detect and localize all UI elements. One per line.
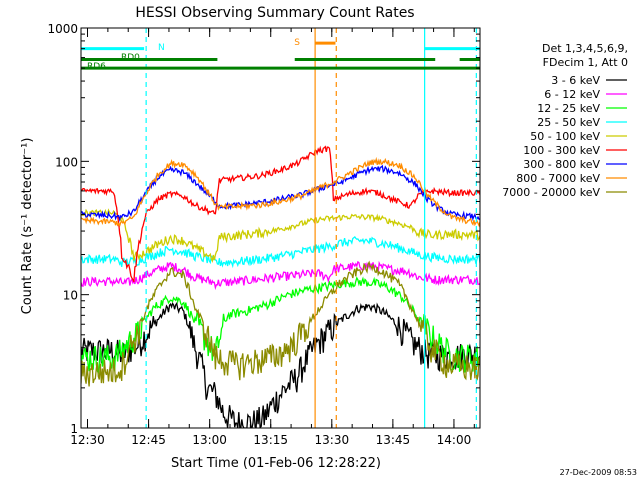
- series-line-300-800keV: [81, 166, 480, 220]
- legend-label: 300 - 800 keV: [523, 158, 600, 171]
- legend-label: 3 - 6 keV: [551, 74, 600, 87]
- legend-header-1: Det 1,3,4,5,6,9,: [542, 42, 628, 55]
- flag-label-n: N: [158, 43, 165, 53]
- y-tick-label: 100: [55, 155, 78, 169]
- legend-label: 7000 - 20000 keV: [502, 186, 600, 199]
- count-rate-chart: HESSI Observing Summary Count Rates Star…: [0, 0, 640, 480]
- timestamp-footer: 27-Dec-2009 08:53: [560, 468, 637, 477]
- flag-label-s: S: [294, 38, 300, 48]
- y-axis-label: Count Rate (s⁻¹ detector⁻¹): [20, 138, 35, 315]
- legend-header-2: FDecim 1, Att 0: [543, 56, 628, 69]
- x-tick-label: 14:00: [437, 433, 472, 447]
- y-tick-label: 1000: [47, 22, 78, 36]
- flag-label-rd6: RD6: [87, 62, 106, 72]
- y-tick-label: 10: [63, 289, 78, 303]
- legend-label: 100 - 300 keV: [523, 144, 600, 157]
- legend-label: 12 - 25 keV: [537, 102, 600, 115]
- x-tick-label: 12:30: [70, 433, 105, 447]
- x-axis-label: Start Time (01-Feb-06 12:28:22): [171, 456, 381, 471]
- legend-label: 50 - 100 keV: [530, 130, 600, 143]
- legend: Det 1,3,4,5,6,9, FDecim 1, Att 0 3 - 6 k…: [502, 42, 628, 199]
- x-tick-label: 13:30: [315, 433, 350, 447]
- x-tick-label: 12:45: [131, 433, 166, 447]
- legend-label: 6 - 12 keV: [544, 88, 600, 101]
- flag-label-rd0: RD0: [121, 53, 140, 63]
- legend-label: 800 - 7000 keV: [516, 172, 600, 185]
- x-tick-label: 13:15: [253, 433, 288, 447]
- plot-frame: [81, 28, 480, 428]
- x-tick-label: 13:45: [376, 433, 411, 447]
- x-tick-label: 13:00: [192, 433, 227, 447]
- series-line-6-12keV: [81, 262, 480, 288]
- chart-title: HESSI Observing Summary Count Rates: [135, 5, 414, 21]
- data-layer: [81, 28, 480, 428]
- legend-label: 25 - 50 keV: [537, 116, 600, 129]
